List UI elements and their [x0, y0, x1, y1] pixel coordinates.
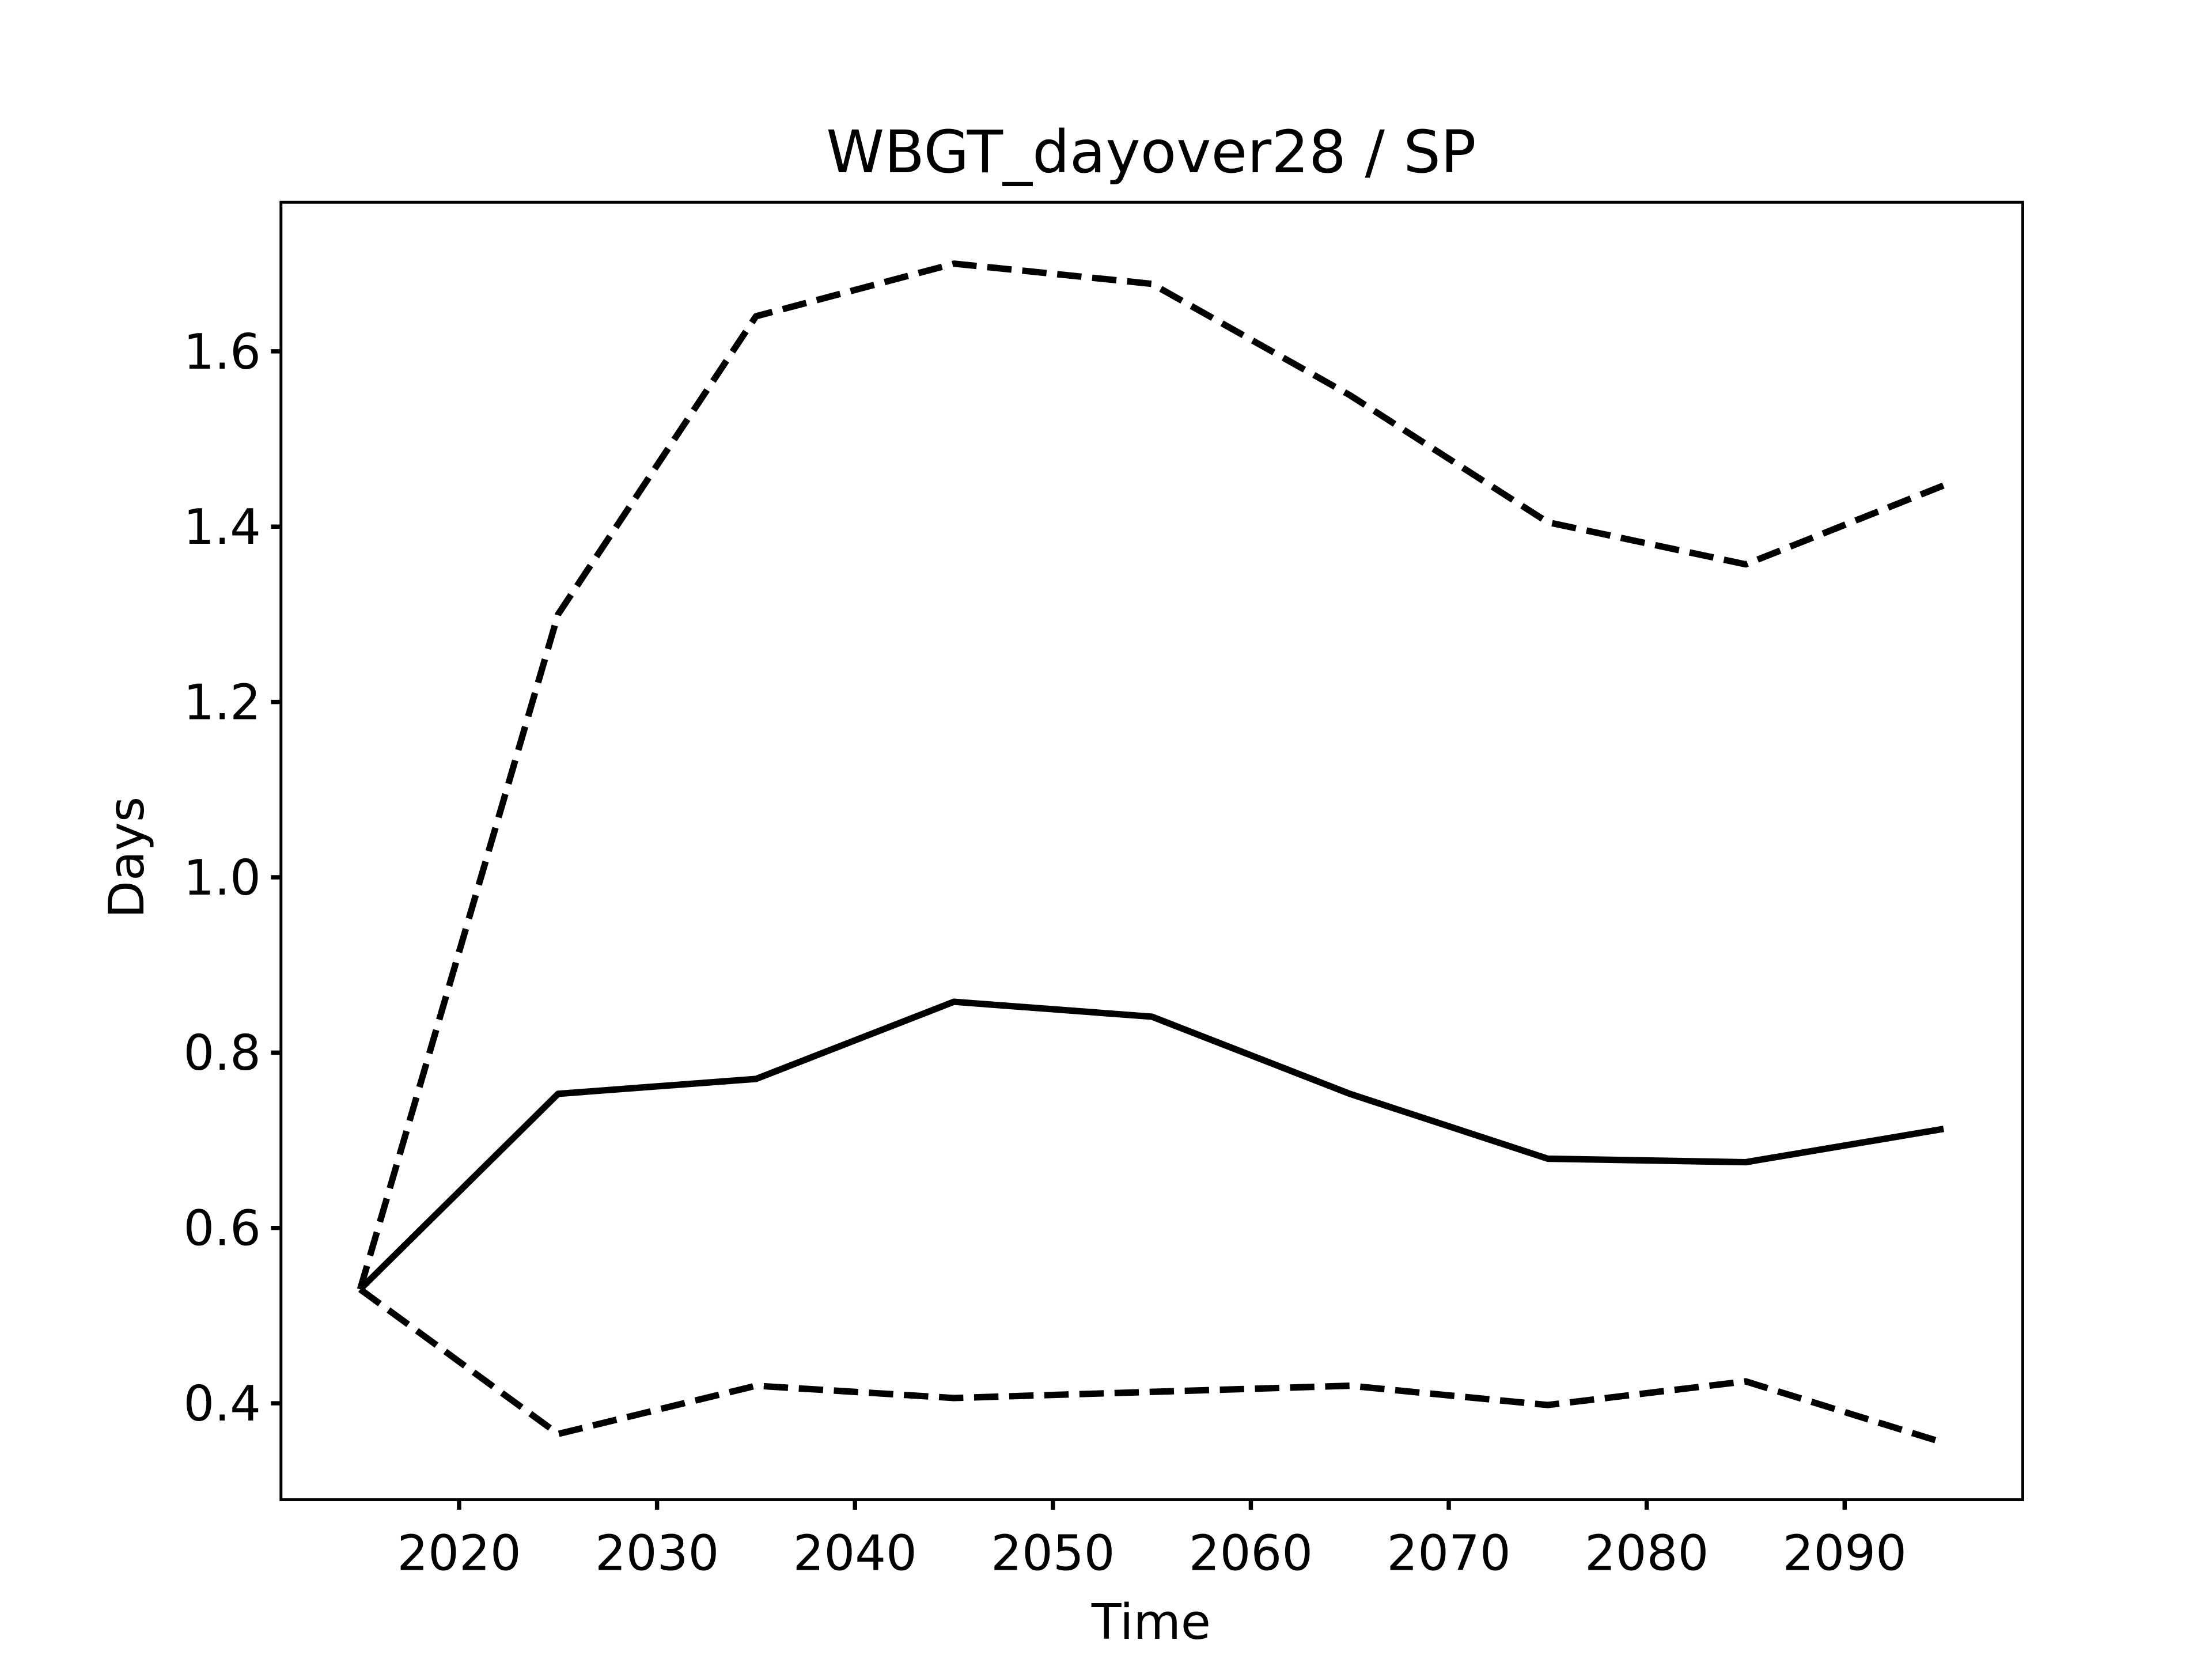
chart-title: WBGT_dayover28 / SP	[826, 118, 1476, 187]
series-line-1-solid	[358, 998, 1944, 1292]
plot-frame	[279, 200, 2024, 1501]
x-tick-label: 2090	[1783, 1524, 1907, 1581]
x-tick-label: 2040	[793, 1524, 917, 1581]
x-tick-label: 2030	[595, 1524, 719, 1581]
x-axis: 2020 2030 2040 2050 2060 2070 2080 2090	[397, 1499, 1907, 1581]
x-tick-label: 2050	[991, 1524, 1115, 1581]
x-tick-label: 2070	[1387, 1524, 1510, 1581]
x-tick-label: 2020	[397, 1524, 521, 1581]
y-tick-label: 0.4	[183, 1375, 261, 1432]
x-tick-label: 2060	[1189, 1524, 1313, 1581]
series-line-3-dashed	[358, 1286, 1945, 1446]
y-tick-label: 0.6	[183, 1200, 261, 1257]
series-layer	[357, 260, 1945, 1446]
x-tick-label: 2080	[1585, 1524, 1709, 1581]
y-tick-label: 0.8	[183, 1024, 261, 1081]
y-tick-label: 1.2	[183, 673, 261, 730]
series-line-2-dashed	[357, 260, 1945, 1290]
y-axis-title: Days	[98, 797, 155, 918]
y-axis: 0.4 0.6 0.8 1.0 1.2 1.4 1.6	[183, 323, 281, 1432]
y-tick-label: 1.6	[183, 323, 261, 380]
x-axis-title: Time	[1091, 1593, 1211, 1650]
y-tick-label: 1.4	[183, 498, 261, 555]
y-tick-label: 1.0	[183, 849, 261, 906]
